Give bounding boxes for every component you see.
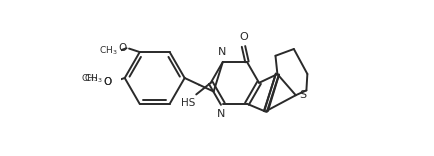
Text: O: O (239, 32, 247, 42)
Text: O: O (103, 77, 112, 87)
Text: CH₃: CH₃ (82, 74, 98, 83)
Text: O: O (103, 77, 112, 87)
Text: N: N (216, 109, 224, 119)
Text: CH$_3$: CH$_3$ (99, 45, 118, 57)
Text: O: O (118, 43, 126, 53)
Text: S: S (299, 90, 306, 100)
Text: HS: HS (181, 98, 195, 108)
Text: CH$_3$: CH$_3$ (84, 73, 103, 85)
Text: N: N (217, 47, 226, 57)
